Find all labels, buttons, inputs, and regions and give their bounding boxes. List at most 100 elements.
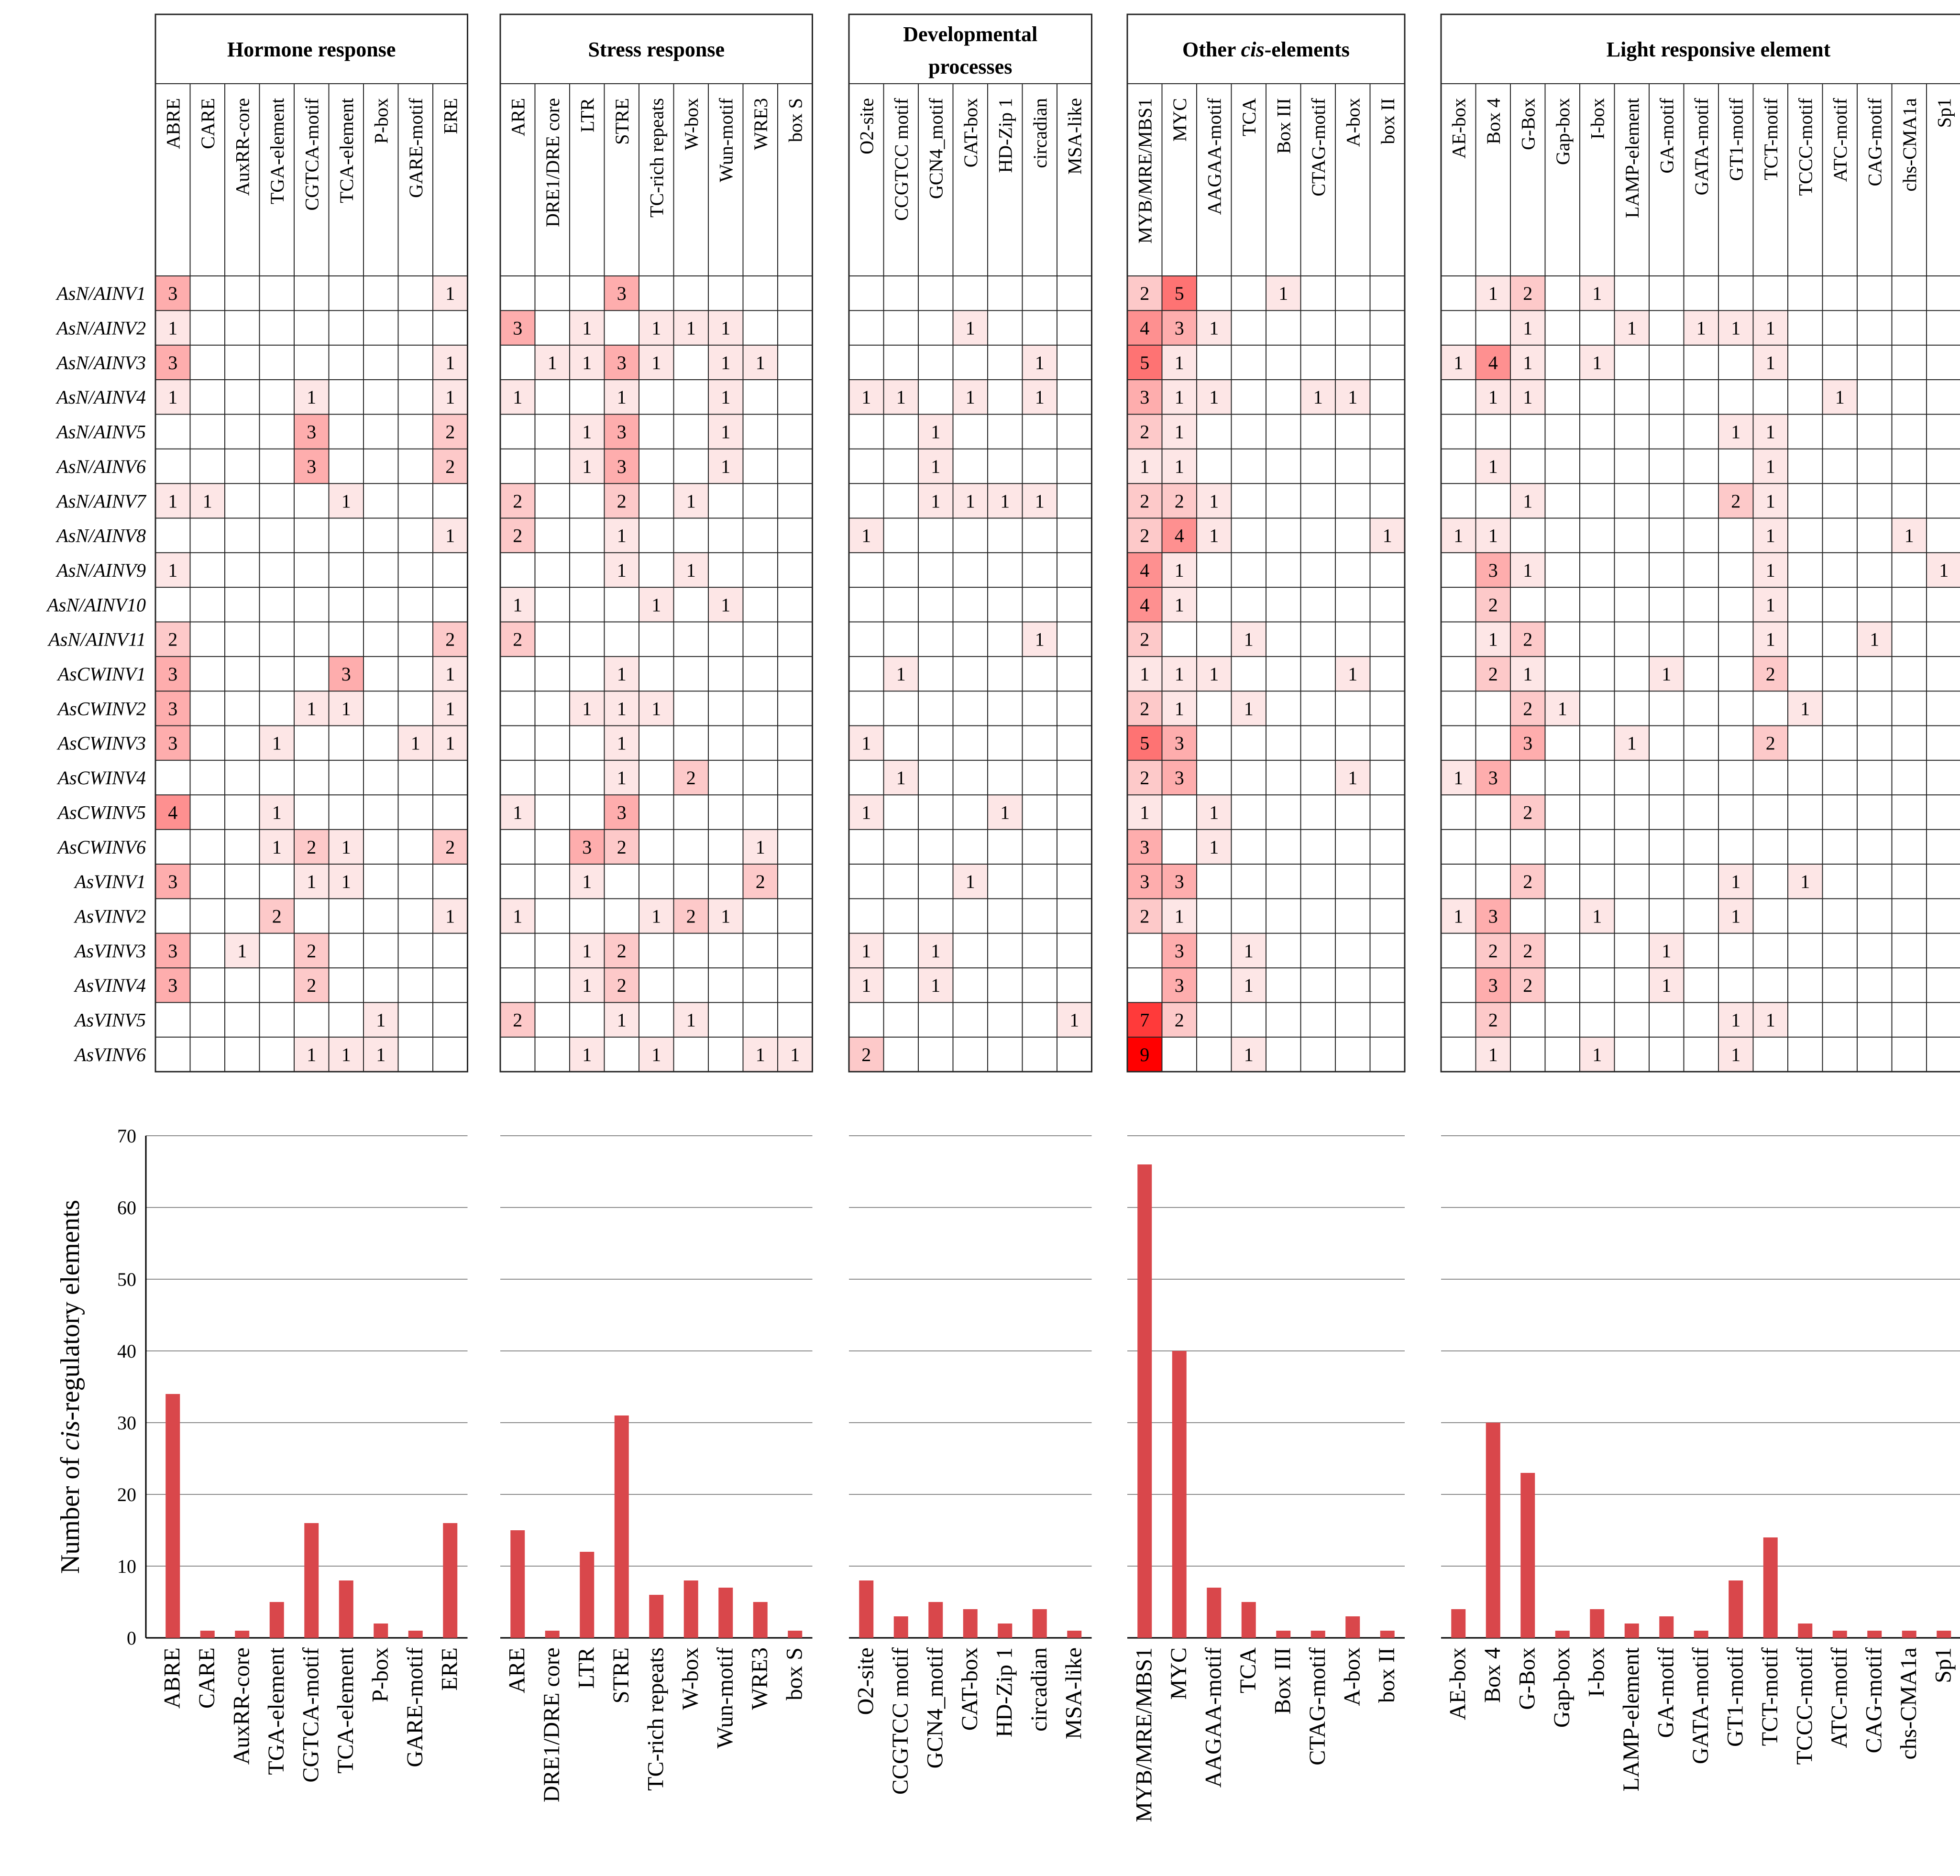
- heatmap-cell: [708, 345, 743, 380]
- heatmap-cell: [1127, 587, 1162, 622]
- heatmap-cell: [778, 725, 813, 760]
- heatmap-cell: [1197, 760, 1232, 795]
- heatmap-cell: [329, 518, 363, 553]
- heatmap-cell: [1476, 1037, 1510, 1072]
- heatmap-cell: [918, 1002, 953, 1037]
- heatmap-cell: [918, 483, 953, 518]
- heatmap-cell: [1057, 899, 1092, 933]
- gene-label: AsVINV4: [73, 975, 146, 996]
- heatmap-cell-value: 1: [966, 490, 975, 512]
- heatmap-cell-value: 1: [1766, 560, 1775, 581]
- heatmap-cell: [1231, 518, 1266, 553]
- heatmap-cell-value: 1: [1175, 594, 1184, 615]
- heatmap-cell: [1370, 276, 1405, 311]
- column-header: I-box: [1586, 98, 1608, 140]
- heatmap-cell: [673, 414, 708, 449]
- heatmap-cell: [743, 933, 778, 968]
- heatmap-cell-value: 3: [1175, 940, 1184, 962]
- heatmap-cell: [1545, 449, 1580, 484]
- heatmap-cell-value: 1: [582, 352, 592, 373]
- bar: [580, 1552, 595, 1638]
- heatmap-cell: [535, 760, 570, 795]
- gene-label: AsN/AINV3: [55, 352, 146, 373]
- heatmap-cell: [743, 414, 778, 449]
- heatmap-cell: [849, 725, 884, 760]
- heatmap-cell: [673, 345, 708, 380]
- heatmap-cell: [1266, 587, 1301, 622]
- heatmap-cell: [363, 656, 398, 691]
- heatmap-cell: [398, 380, 433, 415]
- heatmap-cell: [1892, 587, 1927, 622]
- heatmap-cell: [1788, 449, 1823, 484]
- column-header: Gap-box: [1552, 98, 1574, 165]
- heatmap-cell: [1266, 622, 1301, 657]
- heatmap-cell-value: 1: [931, 456, 940, 477]
- heatmap-cell: [1545, 864, 1580, 899]
- heatmap-cell: [433, 310, 468, 345]
- heatmap-cell: [1545, 899, 1580, 933]
- heatmap-cell: [398, 587, 433, 622]
- column-header: LAMP-element: [1621, 98, 1643, 218]
- heatmap-cell-value: 3: [582, 836, 592, 858]
- heatmap-cell: [1822, 899, 1857, 933]
- heatmap-cell: [155, 380, 190, 415]
- heatmap-cell: [1649, 518, 1684, 553]
- column-header: GA-motif: [1656, 98, 1677, 173]
- heatmap-cell: [1510, 380, 1545, 415]
- heatmap-cell: [743, 276, 778, 311]
- heatmap-cell: [329, 414, 363, 449]
- heatmap-cell: [363, 449, 398, 484]
- y-tick-label: 40: [117, 1340, 136, 1362]
- heatmap-cell-value: 1: [1175, 905, 1184, 927]
- heatmap-cell: [743, 760, 778, 795]
- heatmap-cell: [778, 310, 813, 345]
- heatmap-cell: [1370, 829, 1405, 864]
- heatmap-cell-value: 3: [168, 871, 177, 892]
- heatmap-cell: [1197, 345, 1232, 380]
- heatmap-cell: [1266, 552, 1301, 588]
- heatmap-cell-value: 1: [617, 560, 627, 581]
- heatmap-cell: [1231, 691, 1266, 726]
- heatmap-cell: [398, 310, 433, 345]
- heatmap-cell: [1580, 552, 1615, 588]
- heatmap-cell: [1857, 380, 1892, 415]
- heatmap-cell: [500, 691, 535, 726]
- heatmap-cell: [883, 276, 918, 311]
- heatmap-cell: [1057, 795, 1092, 830]
- x-tick-label: O2-site: [853, 1647, 878, 1715]
- heatmap-cell: [1370, 760, 1405, 795]
- heatmap-cell-value: 1: [445, 733, 455, 754]
- heatmap-cell: [1370, 968, 1405, 1003]
- heatmap-cell: [1022, 1002, 1057, 1037]
- x-tick-label: CAG-motif: [1861, 1647, 1886, 1753]
- heatmap-cell: [1822, 518, 1857, 553]
- heatmap-cell: [639, 380, 674, 415]
- heatmap-cell: [1510, 1037, 1545, 1072]
- heatmap-cell: [190, 483, 225, 518]
- heatmap-cell: [1022, 691, 1057, 726]
- heatmap-cell: [1753, 795, 1788, 830]
- heatmap-cell-value: 1: [548, 352, 557, 373]
- heatmap-cell-value: 1: [1175, 698, 1184, 719]
- heatmap-cell: [500, 518, 535, 553]
- heatmap-cell: [1370, 1002, 1405, 1037]
- heatmap-cell: [363, 483, 398, 518]
- x-tick-label: CARE: [194, 1647, 220, 1709]
- heatmap-cell-value: 1: [1800, 698, 1810, 719]
- heatmap-cell: [535, 725, 570, 760]
- heatmap-cell: [1788, 864, 1823, 899]
- column-header: P-box: [370, 98, 392, 144]
- heatmap-cell: [500, 864, 535, 899]
- heatmap-cell: [883, 380, 918, 415]
- heatmap-cell: [1649, 310, 1684, 345]
- heatmap-cell: [1231, 276, 1266, 311]
- heatmap-cell: [953, 899, 988, 933]
- heatmap-cell: [1197, 1037, 1232, 1072]
- heatmap-cell: [604, 310, 639, 345]
- heatmap-cell: [1822, 380, 1857, 415]
- heatmap-cell: [294, 691, 329, 726]
- heatmap-cell: [1545, 552, 1580, 588]
- heatmap-cell-value: 1: [582, 940, 592, 962]
- heatmap-cell: [500, 414, 535, 449]
- heatmap-cell: [1231, 345, 1266, 380]
